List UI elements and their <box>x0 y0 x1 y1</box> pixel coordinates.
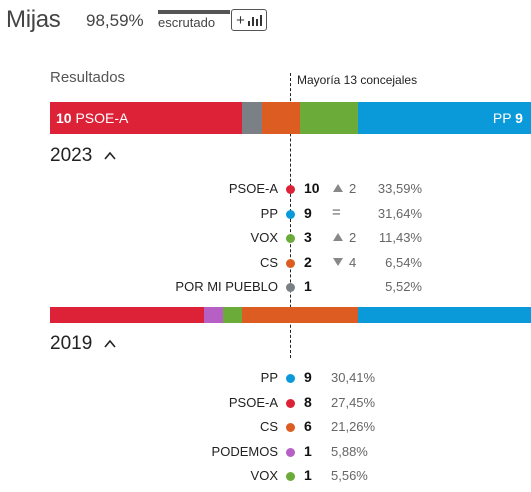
vote-percentage: 5,56% <box>331 468 368 483</box>
vote-percentage: 6,54% <box>385 254 422 270</box>
seat-bar-2019 <box>50 307 531 323</box>
scrutiny-percentage: 98,59% <box>86 11 144 30</box>
bar-label-right-seats: 9 <box>515 110 523 126</box>
party-name: VOX <box>250 230 278 245</box>
bar-segment-por-mi-pueblo <box>242 102 262 134</box>
seat-count: 3 <box>304 229 312 245</box>
bar-segment-psoe-a: 10 PSOE-A <box>50 102 243 134</box>
bar-segment-pp <box>357 307 531 323</box>
seat-change-value: 2 <box>349 230 357 245</box>
expand-chart-button[interactable]: + <box>231 9 267 31</box>
vote-percentage: 30,41% <box>331 370 376 385</box>
year-label-2023: 2023 <box>50 145 93 166</box>
seat-count: 2 <box>304 253 312 270</box>
result-row-por-mi-pueblo: POR MI PUEBLO 1 5,52% <box>0 275 531 299</box>
result-row-psoe-a: PSOE-A 8 27,45% <box>0 391 531 415</box>
result-row-pp: PP 9 30,41% <box>0 366 531 390</box>
bar-label-left-party: PSOE-A <box>71 110 129 126</box>
result-row-vox: VOX 3 2 11,43% <box>0 226 531 250</box>
seat-count: 9 <box>304 204 312 221</box>
majority-label: Mayoría 13 concejales <box>297 73 418 87</box>
scrutiny-label: escrutado <box>158 15 216 30</box>
vote-percentage: 5,88% <box>331 443 368 459</box>
party-name: PP <box>260 205 278 221</box>
party-color-dot <box>286 209 295 219</box>
seat-count: 6 <box>304 418 312 434</box>
arrow-down-icon <box>333 257 343 266</box>
party-color-dot <box>286 185 295 194</box>
results-heading: Resultados <box>50 69 126 86</box>
year-label-2019: 2019 <box>50 333 93 354</box>
party-color-dot <box>286 258 295 268</box>
bar-segment-cs <box>261 102 301 134</box>
seat-count: 8 <box>304 393 312 410</box>
party-name: VOX <box>250 468 278 483</box>
vote-percentage: 33,59% <box>377 181 422 196</box>
party-name: CS <box>259 254 278 270</box>
seat-count: 1 <box>304 467 312 483</box>
seat-count: 1 <box>304 278 312 294</box>
bar-segment-vox <box>223 307 243 323</box>
bar-label-right-party: PP <box>492 110 516 126</box>
arrow-up-icon <box>333 233 343 241</box>
year-toggle-2023[interactable]: 2023 <box>50 145 116 167</box>
party-name: CS <box>259 419 278 434</box>
vote-percentage: 11,43% <box>378 230 422 245</box>
bar-segment-vox <box>300 102 358 134</box>
result-row-podemos: PODEMOS 1 5,88% <box>0 440 531 464</box>
party-name: POR MI PUEBLO <box>175 279 278 294</box>
equal-icon: = <box>332 203 341 221</box>
party-color-dot <box>286 423 295 432</box>
party-name: PSOE-A <box>228 394 278 410</box>
vote-percentage: 21,26% <box>331 419 376 434</box>
result-row-pp: PP 9 = 31,64% <box>0 202 531 226</box>
chevron-up-icon <box>104 151 116 160</box>
arrow-up-icon <box>333 184 343 192</box>
chevron-up-icon <box>104 339 116 348</box>
bar-segment-cs <box>242 307 358 323</box>
year-toggle-2019[interactable]: 2019 <box>50 333 116 355</box>
seat-count: 10 <box>304 180 320 196</box>
party-name: PP <box>260 370 278 385</box>
bar-segment-podemos <box>203 307 224 323</box>
seat-change: = <box>332 204 341 221</box>
vote-percentage: 31,64% <box>377 205 422 221</box>
bar-label-right: PP 9 <box>493 102 523 134</box>
seat-change: 2 <box>333 230 356 245</box>
vote-percentage: 27,45% <box>331 394 376 410</box>
vote-percentage: 5,52% <box>385 279 422 294</box>
party-color-dot <box>286 234 295 243</box>
seat-bar-2023: 10 PSOE-A PP 9 <box>50 102 531 134</box>
result-row-vox: VOX 1 5,56% <box>0 464 531 488</box>
seat-count: 9 <box>304 369 312 385</box>
seat-count: 1 <box>304 442 312 459</box>
seat-change-value: 2 <box>349 181 357 196</box>
bar-chart-icon <box>247 14 262 26</box>
bar-segment-pp: PP 9 <box>357 102 531 134</box>
bar-segment-psoe-a <box>50 307 204 323</box>
seat-change: 4 <box>333 255 356 270</box>
bar-label-left-seats: 10 <box>56 110 72 126</box>
bar-label-left: 10 PSOE-A <box>56 102 128 134</box>
party-color-dot <box>286 472 295 481</box>
party-color-dot <box>286 398 295 408</box>
party-color-dot <box>286 374 295 383</box>
result-row-cs: CS 6 21,26% <box>0 415 531 439</box>
seat-change: 2 <box>333 181 356 196</box>
party-color-dot <box>286 447 295 457</box>
scrutiny-indicator: escrutado <box>158 10 230 30</box>
seat-change-value: 4 <box>349 254 357 270</box>
result-row-cs: CS 2 4 6,54% <box>0 251 531 275</box>
party-name: PSOE-A <box>228 181 278 196</box>
party-name: PODEMOS <box>211 443 278 459</box>
plus-icon: + <box>236 11 245 29</box>
party-color-dot <box>286 283 295 292</box>
result-row-psoe-a: PSOE-A 10 2 33,59% <box>0 177 531 201</box>
municipality-title: Mijas <box>6 6 61 33</box>
scrutiny-progress-bar <box>158 10 230 14</box>
